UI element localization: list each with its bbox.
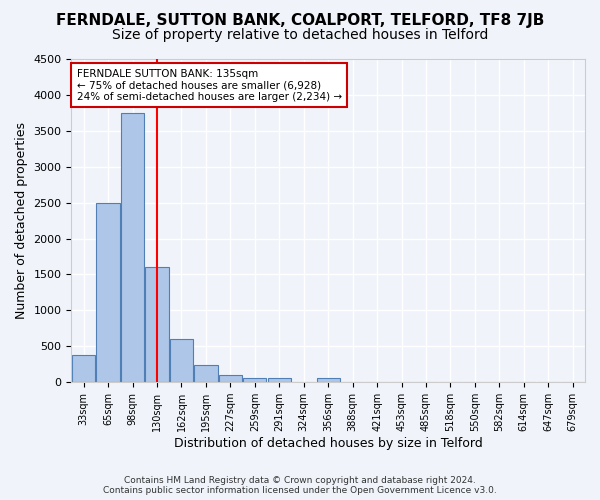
Text: FERNDALE SUTTON BANK: 135sqm
← 75% of detached houses are smaller (6,928)
24% of: FERNDALE SUTTON BANK: 135sqm ← 75% of de… xyxy=(77,68,341,102)
Text: FERNDALE, SUTTON BANK, COALPORT, TELFORD, TF8 7JB: FERNDALE, SUTTON BANK, COALPORT, TELFORD… xyxy=(56,12,544,28)
Bar xyxy=(72,356,95,382)
Bar xyxy=(268,378,291,382)
Bar xyxy=(219,375,242,382)
X-axis label: Distribution of detached houses by size in Telford: Distribution of detached houses by size … xyxy=(174,437,482,450)
Text: Contains HM Land Registry data © Crown copyright and database right 2024.
Contai: Contains HM Land Registry data © Crown c… xyxy=(103,476,497,495)
Bar xyxy=(194,365,218,382)
Y-axis label: Number of detached properties: Number of detached properties xyxy=(15,122,28,319)
Bar xyxy=(97,202,120,382)
Bar xyxy=(243,378,266,382)
Bar xyxy=(170,339,193,382)
Bar xyxy=(145,268,169,382)
Bar xyxy=(317,378,340,382)
Bar xyxy=(121,113,144,382)
Text: Size of property relative to detached houses in Telford: Size of property relative to detached ho… xyxy=(112,28,488,42)
